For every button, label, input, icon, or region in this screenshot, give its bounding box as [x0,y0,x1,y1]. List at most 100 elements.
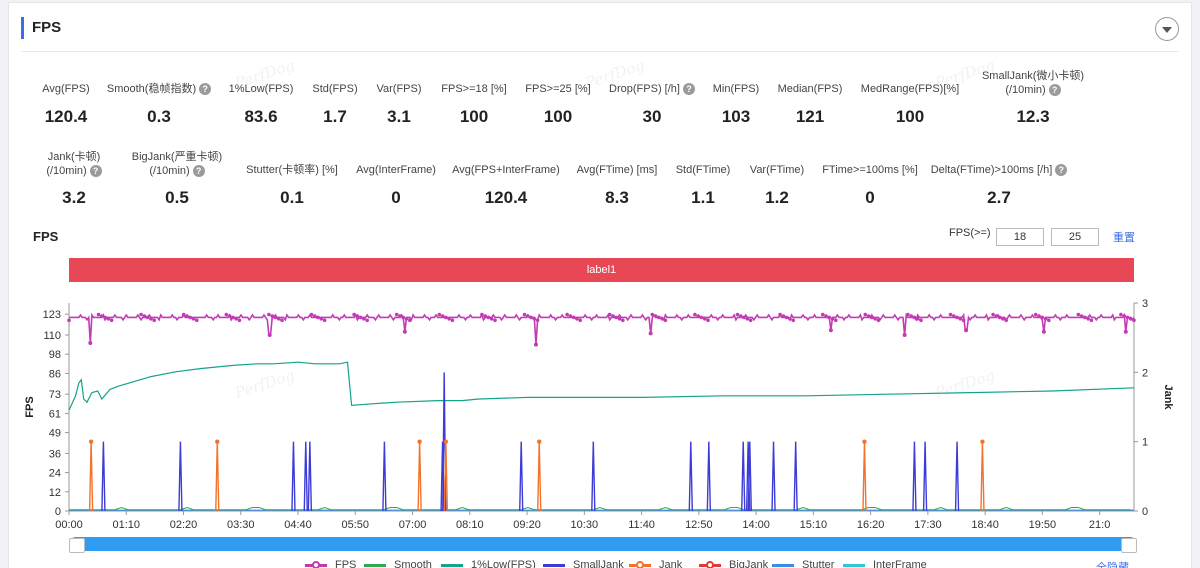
fps-point [1089,318,1094,323]
metric-value: 83.6 [244,107,278,126]
legend-swatch [543,563,565,567]
header-divider [21,51,1179,52]
metric-4: Avg(FPS+InterFrame) 120.4 [436,163,576,225]
fps-point [568,314,573,318]
timeline-slider-track[interactable] [69,537,1137,551]
metric-1: BigJank(严重卡顿) (/10min)? 0.5 [107,150,247,212]
fps-point [611,314,615,318]
fps-point [739,314,743,318]
jank-spike [980,441,985,512]
fps-point [909,314,913,318]
metric-value: 3.2 [62,188,86,207]
metric-label: FTime>=100ms [%] [800,163,940,177]
fps-point [365,318,370,323]
fps-point [319,317,324,321]
fps-point [408,318,412,323]
legend-item[interactable]: SmallJank [543,559,624,568]
timeline-slider-handle-left[interactable] [69,538,85,553]
legend-item[interactable]: Stutter [772,559,834,568]
legend-item[interactable]: FPS [305,559,356,568]
metric-label-text: SmallJank(微小卡顿) [981,70,1085,82]
y-tick-label: 123 [43,309,61,321]
fps-point [873,317,877,321]
metric-5: FPS>=18 [%] 100 [404,82,544,131]
legend-item[interactable]: Jank [629,559,682,568]
fps-point [696,314,700,318]
fps-point [778,312,782,317]
legend-item[interactable]: Smooth [364,559,432,568]
jank-spike [417,441,422,512]
legend-item[interactable]: BigJank [699,559,768,568]
label-band[interactable]: label1 [69,258,1134,282]
y2-tick-label: 1 [1142,437,1148,449]
y2-axis-title: Jank [1162,384,1174,410]
fps-point [1122,314,1126,318]
timeline-slider-handle-right[interactable] [1121,538,1137,553]
metric-4: Var(FPS) 3.1 [329,82,469,131]
y-tick-label: 24 [49,468,61,480]
metric-label: FPS>=18 [%] [404,82,544,96]
fps-point [961,318,966,323]
x-tick-label: 12:50 [685,519,713,531]
fps-point [522,312,527,317]
legend-swatch [629,561,651,568]
fps-point [362,317,366,321]
fps-point [958,317,963,321]
metric-label-text: FPS>=18 [%] [441,83,507,95]
y-tick-label: 61 [49,408,61,420]
help-icon[interactable]: ? [1048,84,1061,97]
x-tick-label: 18:40 [971,519,999,531]
help-icon[interactable]: ? [682,83,695,96]
metric-2: 1%Low(FPS) 83.6 [191,82,331,131]
legend-label: 1%Low(FPS) [471,559,536,568]
metric-label: Avg(FTime) [ms] [547,163,687,177]
help-icon[interactable]: ? [192,165,205,178]
metric-label-text: FPS>=25 [%] [525,83,591,95]
help-icon[interactable]: ? [1055,164,1068,177]
x-tick-label: 07:00 [399,519,427,531]
fps-point [529,315,533,320]
fps-point [322,318,327,323]
fps-point [617,317,622,321]
metric-10: MedRange(FPS)[%] 100 [840,82,980,131]
legend-label: Smooth [394,559,432,568]
fps-point [653,314,658,318]
fps-point [919,318,923,323]
smalljank-spike [954,441,960,512]
metric-label-unit: (/10min) [1005,84,1046,96]
fps-point [994,314,999,318]
legend-item[interactable]: InterFrame [843,559,927,568]
fps-point [1079,314,1084,318]
reset-link[interactable]: 重置 [1113,232,1135,244]
fps-point [276,317,281,321]
fps-point [1040,315,1044,320]
low1-series-line [68,361,1135,411]
metric-value: 30 [642,107,662,126]
fps-point [440,314,445,318]
metric-label-text: Avg(FPS) [42,83,90,95]
fps-point [735,312,740,317]
metric-label: Avg(FPS+InterFrame) [436,163,576,177]
label-band-text: label1 [586,264,617,276]
metric-label-text: Min(FPS) [712,83,760,95]
fps-dip-point [1123,329,1128,334]
metric-value: 3.1 [387,107,411,126]
hide-all-link[interactable]: 全隐藏 [1096,562,1129,568]
fps-point [270,314,275,318]
fps-point [401,315,406,320]
fps-point [313,314,317,318]
help-icon[interactable]: ? [199,83,212,96]
x-tick-label: 01:10 [112,519,140,531]
collapse-toggle-button[interactable] [1155,17,1179,41]
help-icon[interactable]: ? [89,165,102,178]
fps-threshold-input-2[interactable] [1051,228,1099,246]
fps-point [1001,317,1005,321]
metric-label-text: Drop(FPS) [/h] [609,83,680,95]
legend-item[interactable]: 1%Low(FPS) [441,559,536,568]
fps-point [571,315,576,320]
y-tick-label: 73 [49,389,61,401]
fps-threshold-input-1[interactable] [996,228,1044,246]
fps-point [788,317,792,321]
fps-point [1119,312,1123,317]
